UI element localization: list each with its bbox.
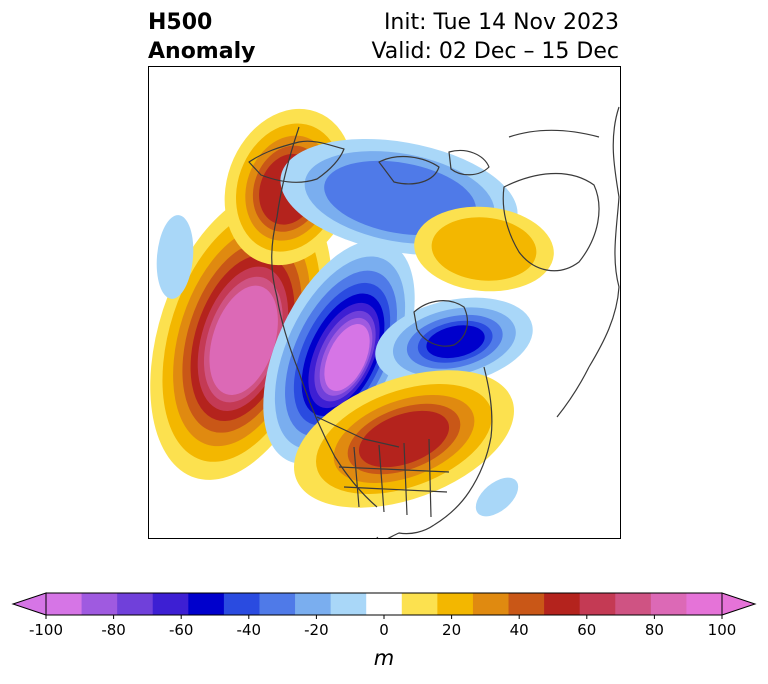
anomaly-contour — [358, 410, 450, 468]
colorbar-bin — [401, 593, 438, 615]
coastline — [502, 173, 600, 272]
coastline — [556, 366, 590, 418]
colorbar-bin — [437, 593, 474, 615]
valid-period: Valid: 02 Dec – 15 Dec — [371, 39, 619, 64]
map-title: H500 Anomaly — [148, 8, 255, 66]
colorbar-bin — [650, 593, 687, 615]
colorbar-min-extension — [11, 592, 47, 616]
colorbar-bin — [615, 593, 652, 615]
forecast-dates: Init: Tue 14 Nov 2023 Valid: 02 Dec – 15… — [371, 8, 619, 66]
colorbar-ticks: -100 -80 -60 -40 -20 0 20 40 60 80 100 — [29, 615, 736, 639]
colorbar-bin — [259, 593, 296, 615]
colorbar-tick-label: -100 — [29, 621, 63, 639]
coastline — [448, 149, 490, 176]
colorbar-bin — [81, 593, 118, 615]
colorbar-tick-label: 0 — [379, 621, 389, 639]
coastline — [248, 140, 345, 183]
title-variable: H500 — [148, 10, 213, 35]
init-date: Init: Tue 14 Nov 2023 — [383, 10, 619, 35]
coastline — [508, 106, 620, 368]
colorbar-bin — [46, 593, 83, 615]
colorbar-bin — [366, 593, 403, 615]
colorbar-bin — [686, 593, 723, 615]
colorbar-bin — [544, 593, 581, 615]
coastline — [316, 416, 400, 448]
anomaly-contour — [324, 324, 370, 391]
colorbar-tick-label: -20 — [304, 621, 329, 639]
colorbar-max-extension — [721, 592, 757, 616]
anomaly-shading — [150, 108, 554, 517]
anomaly-contour — [209, 285, 278, 395]
coastline — [413, 300, 468, 347]
coastline — [378, 156, 440, 185]
colorbar-bin — [330, 593, 367, 615]
anomaly-contour — [156, 215, 194, 299]
title-field: Anomaly — [148, 39, 256, 64]
colorbar-bin — [188, 593, 225, 615]
colorbar-unit: m — [373, 646, 395, 670]
coastline — [338, 438, 450, 518]
colorbar-tick-label: -40 — [237, 621, 262, 639]
colorbar-bin — [152, 593, 189, 615]
colorbar-bin — [472, 593, 510, 615]
colorbar-bin — [508, 593, 545, 615]
colorbar-tick-label: -60 — [169, 621, 194, 639]
colorbar-bin — [117, 593, 154, 615]
coastline — [376, 524, 435, 538]
colorbar-tick-label: 80 — [645, 621, 664, 639]
anomaly-contour — [475, 477, 519, 517]
colorbar-bin — [295, 593, 332, 615]
anomaly-contour — [426, 325, 485, 359]
colorbar-tick-label: 60 — [577, 621, 596, 639]
colorbar-tick-label: -80 — [101, 621, 126, 639]
coastline — [433, 366, 493, 526]
anomaly-map-canvas — [150, 106, 620, 538]
colorbar-tick-label: 100 — [708, 621, 737, 639]
coastlines-borders — [248, 106, 620, 538]
coastline — [271, 126, 378, 508]
colorbar-bin — [579, 593, 616, 615]
colorbar: -100 -80 -60 -40 -20 0 20 40 60 80 100 — [11, 592, 757, 639]
colorbar-tick-label: 40 — [510, 621, 529, 639]
colorbar-bin — [223, 593, 260, 615]
colorbar-tick-label: 20 — [442, 621, 461, 639]
anomaly-map — [148, 66, 621, 539]
colorbar-segments — [11, 592, 757, 616]
